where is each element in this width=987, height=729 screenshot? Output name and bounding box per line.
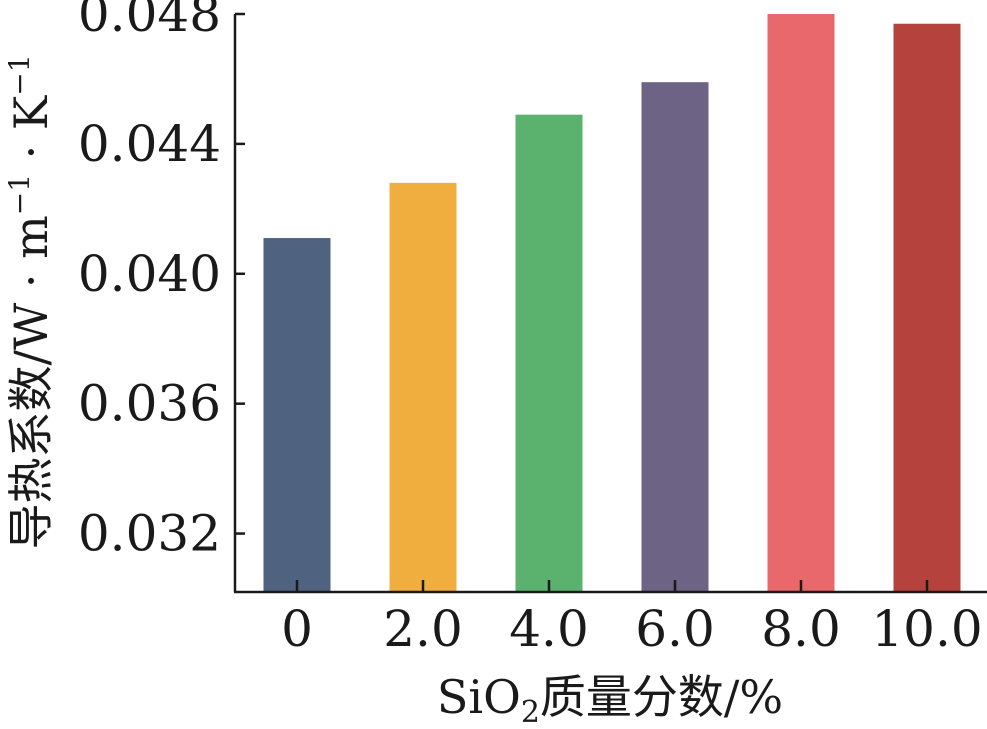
x-ticks-group: 0 2.0 4.0 6.0 8.0 10.0 [281,580,983,658]
x-tick-label: 6.0 [635,600,715,658]
x-tick-label: 2.0 [383,600,463,658]
y-tick-label: 0.048 [78,0,221,43]
bar-0 [263,238,331,592]
y-tick-label: 0.032 [78,505,221,563]
y-tick-label: 0.044 [78,115,221,173]
bar-2.0 [389,182,457,592]
x-axis-title: SiO2质量分数/% [437,670,783,729]
bar-8.0 [767,14,835,592]
x-tick-label: 10.0 [871,600,982,658]
bar-6.0 [641,82,709,592]
x-tick-label: 8.0 [761,600,841,658]
y-tick-label: 0.036 [78,375,221,433]
bar-10.0 [893,23,961,592]
bar-4.0 [515,114,583,593]
y-axis-title: 导热系数/W · m−1 · K−1 [3,54,58,549]
x-tick-label: 4.0 [509,600,589,658]
x-tick-label: 0 [281,600,313,658]
y-ticks-group: 0.032 0.036 0.040 0.044 0.048 [78,0,245,563]
y-tick-label: 0.040 [78,245,221,303]
bars-group [263,14,961,593]
